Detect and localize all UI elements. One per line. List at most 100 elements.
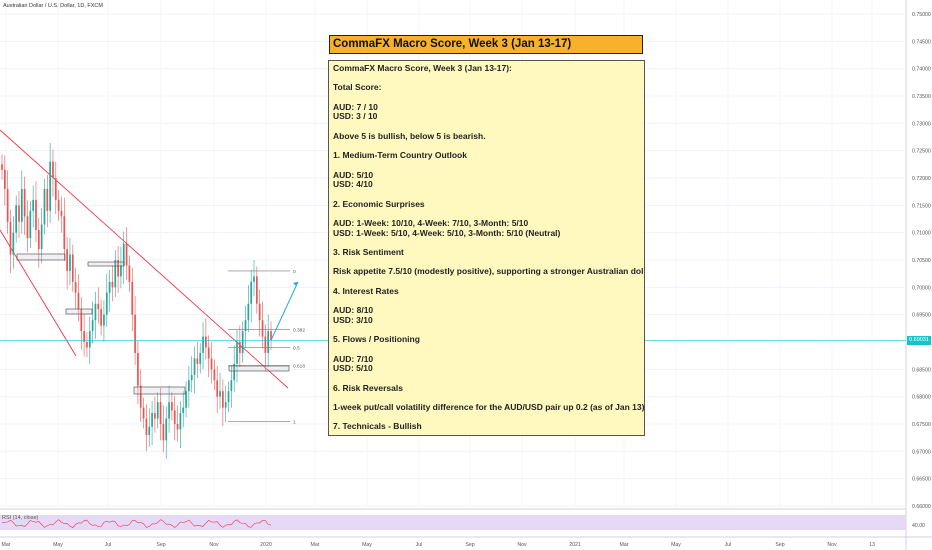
note-line: 6. Risk Reversals — [333, 382, 403, 393]
time-tick-label: May — [53, 542, 63, 548]
note-line: 4. Interest Rates — [333, 285, 399, 296]
candle-body — [66, 249, 68, 271]
candle-body — [74, 281, 77, 293]
time-tick-label: Mar — [620, 542, 629, 548]
price-tick-label: 0.66500 — [912, 477, 931, 483]
time-axis[interactable]: Mar May Jul Sep Nov 2020 Mar May Jul Sep Nov 2021 Ma… — [2, 542, 875, 548]
candle-body — [97, 303, 100, 310]
note-line: Risk appetite 7.5/10 (modestly positive)… — [333, 266, 645, 277]
candle-body — [236, 342, 238, 364]
fibonacci-retracement: 0 0.382 0.5 0.618 1 — [228, 269, 305, 425]
candle-body — [131, 281, 134, 315]
zone-rectangle — [87, 261, 125, 267]
time-tick-label: Jul — [416, 542, 423, 548]
candle-body — [190, 374, 193, 381]
candle-body — [142, 407, 145, 419]
price-tick-label: 0.72500 — [912, 149, 931, 155]
price-tick-label: 0.70500 — [912, 258, 931, 264]
candle-body — [122, 243, 125, 266]
candle-body — [91, 320, 94, 332]
price-tick-label: 0.73000 — [912, 121, 931, 127]
fib-level-label: 0.618 — [293, 364, 305, 370]
price-tick-label: 0.67500 — [912, 422, 931, 428]
candle-body — [20, 188, 23, 222]
candle-body — [162, 424, 165, 441]
candle-body — [23, 188, 26, 217]
title-box[interactable]: CommaFX Macro Score, Week 3 (Jan 13-17) — [329, 35, 643, 54]
candle-body — [29, 210, 32, 239]
time-tick-label: 2020 — [260, 542, 272, 548]
candle-body — [253, 276, 255, 282]
time-tick-label: Jul — [105, 542, 112, 548]
candle-body — [26, 216, 29, 239]
candle-body — [173, 410, 176, 424]
candle-body — [210, 358, 213, 370]
candle-body — [196, 358, 199, 364]
price-tick-label: 0.71000 — [912, 231, 931, 237]
candle-body — [12, 232, 15, 255]
note-line: USD: 5/10 — [333, 363, 373, 374]
price-tick-label: 0.69500 — [912, 313, 931, 319]
zone-rectangle — [16, 253, 66, 261]
candle-body — [151, 413, 153, 427]
candle-body — [255, 276, 258, 304]
candle-body — [15, 205, 18, 233]
candle-body — [222, 391, 224, 408]
rsi-pane: 40.00 — [0, 508, 925, 530]
candle-body — [241, 331, 244, 353]
candle-body — [267, 331, 270, 353]
candle-body — [219, 391, 221, 397]
candle-body — [9, 221, 12, 255]
rsi-label: RSI (14, close) — [2, 515, 39, 521]
candle-body — [227, 391, 230, 403]
note-line: Total Score: — [333, 82, 382, 93]
time-tick-label: Jul — [725, 542, 732, 548]
note-line: CommaFX Macro Score, Week 3 (Jan 13-17): — [333, 63, 512, 73]
note-line — [333, 93, 640, 103]
note-line: AUD: 1-Week: 10/10, 4-Week: 7/10, 3-Mont… — [333, 218, 529, 228]
candle-body — [43, 188, 46, 225]
candle-body — [168, 402, 170, 419]
candle-body — [154, 413, 156, 419]
candlestick-series — [1, 143, 272, 459]
candle-body — [239, 342, 241, 353]
note-line: 5. Flows / Positioning — [333, 334, 420, 345]
time-tick-label: May — [362, 542, 372, 548]
candle-body — [32, 199, 34, 211]
note-line — [333, 161, 640, 171]
note-line — [333, 345, 640, 355]
candle-body — [125, 243, 128, 266]
candle-body — [145, 418, 148, 435]
candle-body — [103, 314, 105, 326]
time-tick-label: May — [671, 542, 681, 548]
note-line: 1-week put/call volatility difference fo… — [333, 402, 645, 413]
candle-body — [100, 309, 102, 326]
price-axis[interactable]: 0.75000 0.74500 0.74000 0.73500 0.73000 0.725… — [912, 12, 931, 510]
note-line — [333, 297, 640, 307]
time-tick-label: 2021 — [569, 542, 581, 548]
candle-body — [54, 178, 57, 200]
candle-body — [264, 336, 267, 353]
candle-body — [60, 210, 63, 217]
price-tick-label: 0.72000 — [912, 176, 931, 182]
zone-rectangle — [228, 365, 290, 372]
note-line: AUD: 5/10 — [333, 169, 374, 180]
time-tick-label: Sep — [156, 542, 165, 548]
candle-body — [80, 309, 83, 332]
note-line: AUD: 7/10 — [333, 353, 374, 364]
candle-body — [188, 380, 190, 392]
candle-body — [40, 224, 43, 250]
candle-body — [108, 281, 111, 293]
rsi-band — [0, 515, 906, 530]
time-tick-label: Mar — [311, 542, 320, 548]
candle-body — [128, 265, 131, 282]
candle-body — [250, 281, 253, 304]
candle-body — [46, 188, 49, 211]
price-tick-label: 0.68500 — [912, 367, 931, 373]
candle-body — [83, 331, 85, 342]
candle-body — [134, 314, 136, 353]
macro-score-note[interactable]: CommaFX Macro Score, Week 3 (Jan 13-17):… — [328, 60, 645, 436]
candle-body — [207, 347, 210, 359]
candle-body — [261, 320, 264, 337]
candle-body — [176, 424, 179, 430]
